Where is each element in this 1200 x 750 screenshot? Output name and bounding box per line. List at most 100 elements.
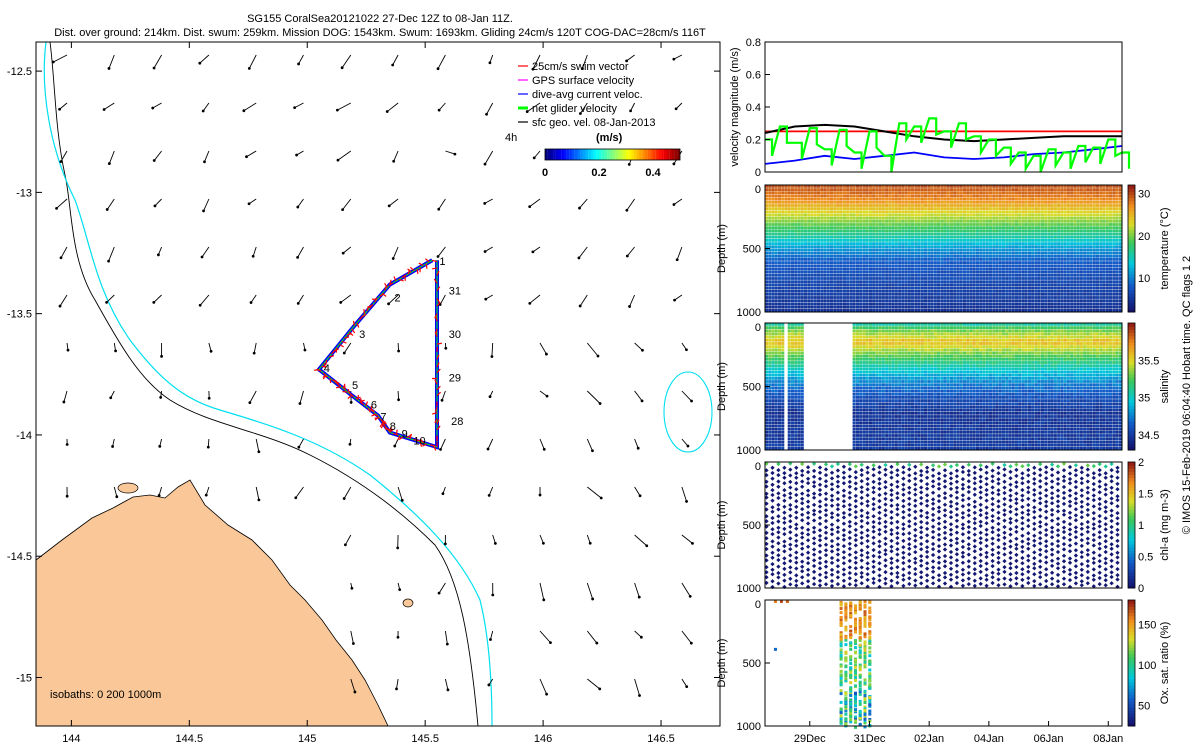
swim-vector — [367, 407, 371, 413]
section-cell — [979, 292, 983, 296]
legend-label: dive-avg current veloc. — [532, 89, 643, 101]
section-cell — [849, 283, 853, 287]
section-cell — [807, 292, 811, 296]
section-cell — [875, 245, 879, 249]
section-cell — [901, 245, 905, 249]
section-cell — [1031, 289, 1035, 293]
section-cell — [1044, 283, 1048, 287]
swim-vector — [430, 444, 436, 447]
section-cell — [1037, 200, 1041, 204]
section-cell — [927, 204, 931, 207]
geo-vector — [532, 54, 541, 70]
section-cell — [813, 200, 817, 204]
section-cell — [787, 270, 791, 274]
section-cell — [1034, 194, 1038, 198]
section-cell — [1060, 273, 1064, 277]
section-cell — [988, 270, 992, 274]
section-cell — [862, 242, 866, 245]
section-cell — [1070, 235, 1074, 239]
section-cell — [836, 270, 840, 274]
section-cell — [765, 292, 769, 296]
section-cell — [878, 258, 882, 261]
section-cell — [1063, 251, 1067, 255]
section-cell — [1112, 191, 1116, 195]
section-cell — [1044, 204, 1048, 207]
section-cell — [1099, 251, 1103, 255]
vector-head — [638, 494, 642, 498]
section-cell — [927, 251, 931, 255]
section-cell — [1063, 194, 1067, 198]
section-cell — [1027, 277, 1031, 280]
section-cell — [914, 251, 918, 255]
section-cell — [885, 267, 889, 271]
colorbar-cell — [639, 149, 643, 160]
section-cell — [1066, 305, 1070, 309]
section-cell — [1031, 273, 1035, 277]
section-cell — [963, 223, 967, 226]
section-cell — [943, 254, 947, 258]
section-cell — [1037, 299, 1041, 303]
section-cell — [976, 305, 980, 309]
section-cell — [829, 277, 833, 280]
section-cell — [823, 200, 827, 204]
geo-vector — [681, 438, 689, 447]
section-cell — [969, 207, 973, 210]
section-cell — [1060, 296, 1064, 299]
swim-vector — [436, 368, 441, 374]
section-cell — [1050, 232, 1054, 236]
section-cell — [992, 305, 996, 309]
section-cell — [891, 261, 895, 264]
section-cell — [826, 305, 830, 309]
section-cell — [914, 229, 918, 233]
section-cell — [807, 296, 811, 299]
section-cell — [778, 219, 782, 223]
section-cell — [810, 194, 814, 198]
section-cell — [859, 229, 863, 233]
section-cell — [888, 229, 892, 233]
section-cell — [1089, 277, 1093, 280]
section-cell — [1014, 235, 1018, 239]
section-cell — [1086, 302, 1090, 306]
section-cell — [803, 185, 807, 188]
section-cell — [1044, 289, 1048, 293]
section-cell — [1024, 204, 1028, 207]
section-cell — [992, 299, 996, 303]
section-cell — [940, 207, 944, 210]
section-cell — [911, 242, 915, 245]
section-cell — [1096, 258, 1100, 261]
section-cell — [1066, 200, 1070, 204]
section-cell — [1070, 283, 1074, 287]
section-cell — [833, 273, 837, 277]
section-cell — [1005, 283, 1009, 287]
section-cell — [803, 200, 807, 204]
section-cell — [833, 204, 837, 207]
section-cell — [894, 292, 898, 296]
section-cell — [855, 280, 859, 284]
section-cell — [865, 197, 869, 201]
section-cell — [778, 261, 782, 264]
section-cell — [836, 200, 840, 204]
section-cell — [881, 219, 885, 223]
section-cell — [992, 254, 996, 258]
section-cell — [800, 210, 804, 214]
section-cell — [904, 261, 908, 264]
section-cell — [826, 299, 830, 303]
section-cell — [849, 239, 853, 242]
section-cell — [956, 191, 960, 195]
section-cell — [914, 277, 918, 280]
section-cell — [1089, 226, 1093, 230]
section-cell — [1008, 254, 1012, 258]
section-cell — [920, 216, 924, 220]
section-cell — [774, 226, 778, 230]
section-cell — [1063, 280, 1067, 284]
section-cell — [765, 280, 769, 284]
section-cell — [813, 305, 817, 309]
section-cell — [778, 188, 782, 191]
section-cell — [1060, 254, 1064, 258]
section-cell — [901, 308, 905, 312]
section-cell — [1092, 286, 1096, 290]
section-cell — [1024, 232, 1028, 236]
section-cell — [904, 188, 908, 191]
section-cell — [813, 248, 817, 252]
